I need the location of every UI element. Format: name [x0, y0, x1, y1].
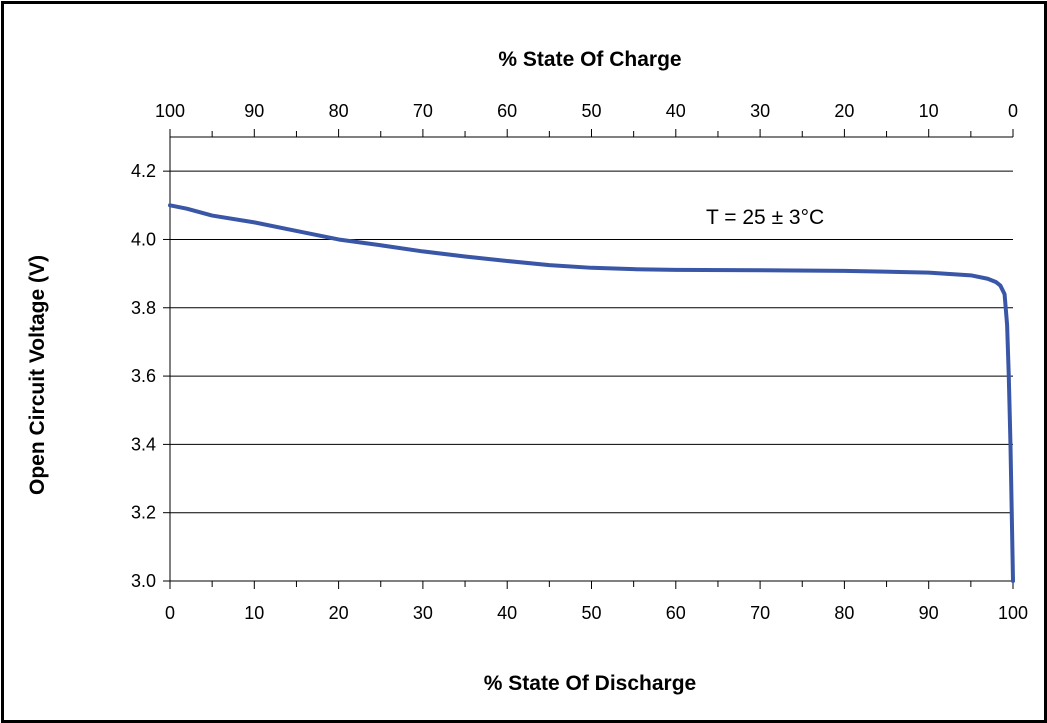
y-tick-label-3.4: 3.4 — [131, 434, 156, 454]
x-tick-label-20: 20 — [329, 603, 349, 623]
tick-labels: 3.0 3.2 3.4 3.6 3.8 4.0 4.2 0 10 20 30 40 50 60 70 80 90… — [131, 101, 1028, 623]
top-tick-label-10: 10 — [919, 101, 939, 121]
y-tick-label-4.0: 4.0 — [131, 229, 156, 249]
top-tick-label-50: 50 — [581, 101, 601, 121]
x-tick-label-50: 50 — [581, 603, 601, 623]
y-tick-label-3.8: 3.8 — [131, 298, 156, 318]
x-tick-label-100: 100 — [998, 603, 1028, 623]
x-tick-label-70: 70 — [750, 603, 770, 623]
temperature-annotation: T = 25 ± 3°C — [706, 206, 824, 229]
top-tick-label-40: 40 — [666, 101, 686, 121]
tick-marks — [163, 129, 1014, 589]
top-tick-label-80: 80 — [329, 101, 349, 121]
top-tick-label-20: 20 — [834, 101, 854, 121]
x-tick-label-10: 10 — [244, 603, 264, 623]
y-tick-label-4.2: 4.2 — [131, 161, 156, 181]
y-tick-label-3.6: 3.6 — [131, 366, 156, 386]
top-tick-label-60: 60 — [497, 101, 517, 121]
series-layer — [168, 203, 1015, 583]
series-line-0 — [168, 203, 1015, 583]
x-tick-label-60: 60 — [666, 603, 686, 623]
y-axis-title: Open Circuit Voltage (V) — [26, 255, 49, 495]
x-tick-label-0: 0 — [165, 603, 175, 623]
x-tick-label-40: 40 — [497, 603, 517, 623]
top-tick-label-30: 30 — [750, 101, 770, 121]
top-tick-label-70: 70 — [413, 101, 433, 121]
x-tick-label-30: 30 — [413, 603, 433, 623]
top-axis-title: % State Of Charge — [498, 48, 681, 71]
top-tick-label-0: 0 — [1008, 101, 1018, 121]
y-tick-label-3.0: 3.0 — [131, 571, 156, 591]
top-tick-label-100: 100 — [155, 101, 185, 121]
gridlines — [170, 170, 1013, 514]
top-tick-label-90: 90 — [244, 101, 264, 121]
axes — [169, 136, 1013, 582]
x-tick-label-90: 90 — [919, 603, 939, 623]
y-tick-label-3.2: 3.2 — [131, 503, 156, 523]
x-tick-label-80: 80 — [834, 603, 854, 623]
x-axis-title: % State Of Discharge — [484, 672, 696, 695]
